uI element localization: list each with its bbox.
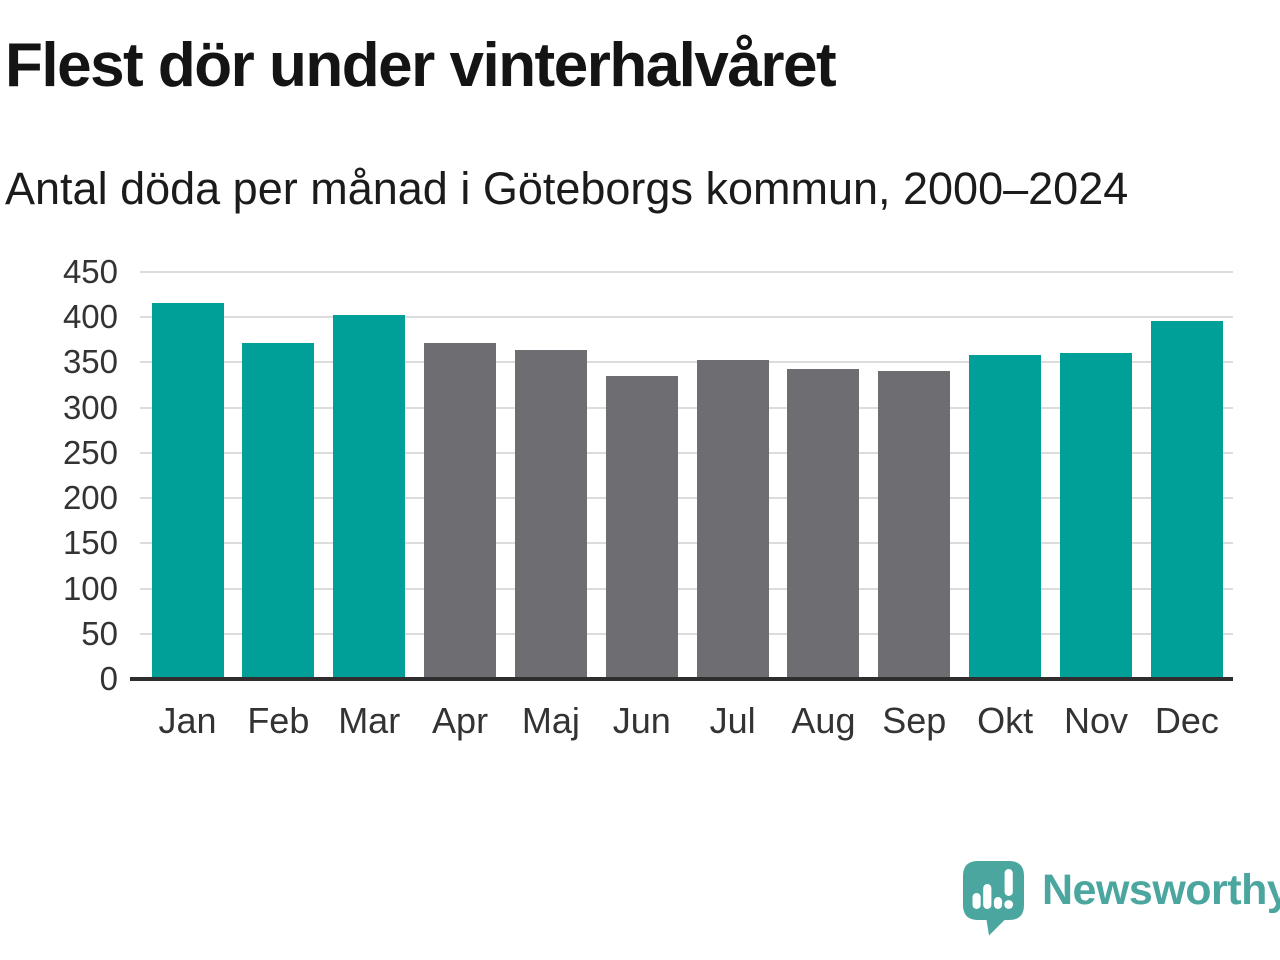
bar-sep — [878, 370, 951, 679]
bar-apr — [424, 343, 497, 679]
gridline-100 — [140, 587, 1233, 590]
x-axis-line — [130, 677, 1233, 681]
y-tick-label-450: 450 — [62, 253, 118, 290]
y-tick-label-350: 350 — [62, 343, 118, 381]
bar-jun — [605, 376, 678, 679]
x-tick-label-jun: Jun — [612, 700, 671, 741]
bar-mar — [333, 315, 406, 679]
gridline-250 — [140, 451, 1233, 454]
bar-aug — [787, 368, 860, 679]
x-tick-label-mar: Mar — [338, 700, 401, 741]
brand-name: Newsworthy — [1042, 865, 1280, 914]
gridline-450 — [140, 271, 1233, 273]
gridline-350 — [140, 361, 1233, 364]
y-tick-label-100: 100 — [62, 569, 118, 607]
x-tick-label-apr: Apr — [432, 700, 489, 741]
gridline-200 — [140, 497, 1233, 500]
gridline-150 — [140, 542, 1233, 545]
x-tick-label-sep: Sep — [882, 700, 947, 741]
x-tick-label-dec: Dec — [1154, 700, 1219, 741]
y-tick-label-200: 200 — [62, 479, 118, 517]
x-tick-label-feb: Feb — [247, 700, 310, 741]
gridline-300 — [140, 406, 1233, 409]
bar-jan — [151, 302, 224, 679]
brand-footer: Newsworthy — [962, 860, 1280, 936]
x-tick-label-aug: Aug — [791, 700, 856, 741]
x-tick-label-okt: Okt — [977, 700, 1034, 741]
bar-okt — [969, 355, 1042, 679]
y-tick-label-250: 250 — [62, 433, 118, 471]
x-tick-label-nov: Nov — [1063, 700, 1129, 741]
x-tick-label-maj: Maj — [521, 700, 580, 741]
bar-jul — [696, 359, 769, 679]
y-tick-label-0: 0 — [99, 660, 118, 697]
bar-maj — [514, 349, 587, 679]
bar-dec — [1150, 320, 1223, 679]
x-tick-label-jul: Jul — [709, 700, 756, 741]
y-tick-label-50: 50 — [81, 614, 118, 652]
chart-subtitle: Antal döda per månad i Göteborgs kommun,… — [5, 163, 1129, 214]
y-tick-label-150: 150 — [62, 524, 118, 562]
page-title: Flest dör under vinterhalvåret — [5, 31, 837, 100]
newsworthy-logo-icon — [963, 861, 1024, 936]
bar-feb — [242, 342, 315, 679]
x-tick-label-jan: Jan — [158, 700, 217, 741]
y-tick-label-400: 400 — [62, 298, 118, 336]
gridline-50 — [140, 632, 1233, 635]
gridline-400 — [140, 316, 1233, 319]
y-tick-label-300: 300 — [62, 388, 118, 426]
bar-nov — [1060, 353, 1132, 679]
